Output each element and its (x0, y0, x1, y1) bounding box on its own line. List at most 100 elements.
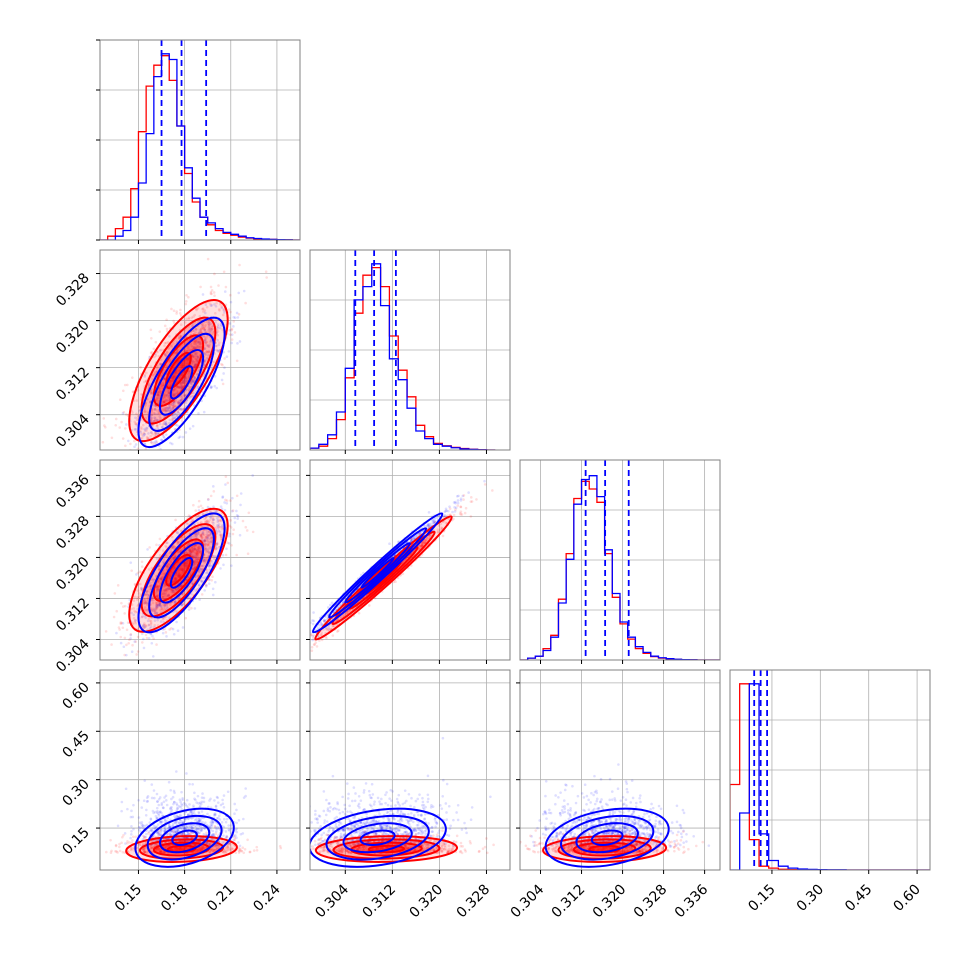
scatter-point (158, 565, 161, 568)
scatter-point (213, 303, 216, 306)
scatter-point (146, 608, 149, 612)
scatter-point (201, 293, 205, 296)
scatter-point (173, 392, 177, 396)
scatter-point (184, 349, 188, 353)
scatter-point (174, 609, 177, 613)
scatter-point (219, 534, 223, 537)
scatter-point (209, 532, 213, 536)
scatter-point (184, 300, 188, 303)
scatter-point (153, 623, 157, 627)
scatter-point (155, 643, 158, 646)
scatter-point (206, 351, 209, 354)
scatter-point (160, 577, 163, 581)
scatter-point (195, 345, 199, 348)
scatter-point (154, 607, 158, 611)
scatter-point (136, 571, 140, 575)
scatter-point (171, 546, 174, 549)
scatter-point (181, 435, 185, 439)
scatter-point (144, 616, 147, 619)
scatter-point (175, 563, 178, 567)
scatter-point (207, 520, 211, 524)
scatter-point (191, 379, 195, 382)
scatter-point (204, 341, 208, 345)
scatter-point (181, 568, 185, 572)
scatter-point (206, 540, 209, 543)
scatter-point (128, 638, 131, 641)
scatter-point (157, 393, 160, 397)
scatter-point (190, 316, 194, 319)
density-fill (153, 539, 204, 602)
scatter-point (194, 363, 198, 367)
scatter-point (297, 654, 300, 657)
scatter-point (198, 544, 201, 548)
scatter-point (219, 505, 223, 508)
scatter-point (174, 362, 178, 366)
scatter-point (110, 436, 114, 440)
scatter-point (184, 361, 187, 365)
scatter-point (158, 537, 162, 541)
scatter-point (162, 394, 166, 398)
scatter-point (251, 474, 254, 477)
scatter-point (186, 522, 190, 526)
scatter-point (185, 357, 189, 360)
scatter-point (155, 602, 158, 605)
scatter-point (187, 356, 190, 360)
scatter-point (203, 559, 207, 562)
scatter-point (197, 499, 201, 503)
scatter-point (237, 312, 241, 316)
scatter-point (150, 336, 153, 340)
scatter-point (132, 607, 135, 610)
scatter-point (133, 445, 136, 449)
scatter-point (209, 322, 213, 325)
scatter-point (172, 580, 176, 583)
scatter-point (170, 570, 174, 574)
scatter-point (185, 561, 189, 565)
scatter-point (173, 577, 176, 580)
scatter-point (214, 344, 217, 348)
scatter-point (459, 499, 463, 502)
hist-series_b (310, 266, 496, 450)
scatter-point (197, 412, 200, 415)
scatter-point (192, 380, 195, 384)
scatter-point (210, 513, 214, 517)
scatter-point (415, 535, 418, 538)
scatter-point (174, 351, 178, 355)
scatter-point (179, 450, 182, 453)
scatter-point (172, 319, 175, 323)
scatter-point (196, 345, 200, 348)
scatter-point (157, 412, 161, 415)
scatter-point (179, 323, 183, 327)
scatter-point (134, 416, 137, 420)
scatter-point (182, 381, 186, 384)
scatter-point (174, 588, 178, 592)
scatter-point (160, 438, 163, 442)
scatter-point (139, 582, 142, 586)
scatter-point (201, 507, 204, 510)
scatter-point (467, 491, 470, 494)
scatter-point (219, 567, 222, 570)
scatter-point (189, 572, 193, 575)
y-tick-label: 0.328 (53, 513, 93, 553)
scatter-point (190, 324, 194, 328)
scatter-point (212, 291, 216, 294)
scatter-point (191, 394, 194, 398)
scatter-point (196, 526, 200, 530)
scatter-point (163, 585, 166, 588)
scatter-point (132, 462, 135, 465)
scatter-point (220, 362, 223, 366)
scatter-point (171, 545, 175, 548)
scatter-point (165, 587, 169, 591)
scatter-point (147, 432, 150, 435)
scatter-point (134, 422, 138, 426)
scatter-point (322, 619, 326, 623)
scatter-point (233, 331, 237, 334)
scatter-point (186, 346, 189, 350)
scatter-point (169, 408, 173, 411)
scatter-point (143, 622, 146, 625)
scatter-point (155, 605, 159, 609)
scatter-point (177, 571, 181, 574)
scatter-point (205, 533, 209, 536)
scatter-point (192, 567, 195, 570)
scatter-point (183, 359, 187, 362)
scatter-point (150, 387, 154, 391)
